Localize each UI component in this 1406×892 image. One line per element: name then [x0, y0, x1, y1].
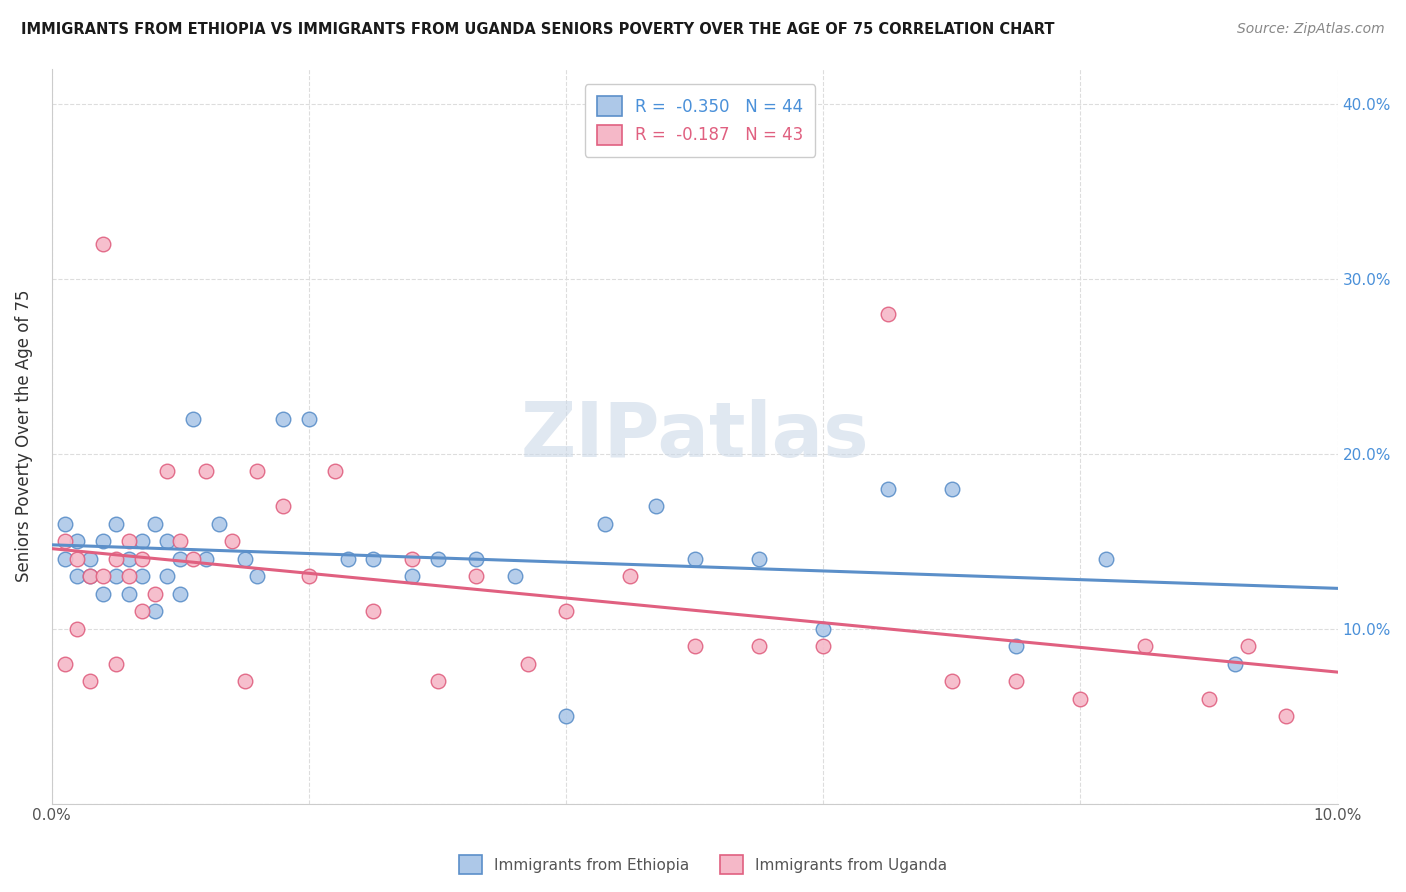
Point — [555, 709, 578, 723]
Point — [233, 674, 256, 689]
Y-axis label: Seniors Poverty Over the Age of 75: Seniors Poverty Over the Age of 75 — [15, 290, 32, 582]
Point — [1198, 691, 1220, 706]
Point — [619, 569, 641, 583]
Point — [246, 464, 269, 478]
Point — [181, 551, 204, 566]
Point — [131, 569, 153, 583]
Point — [143, 516, 166, 531]
Point — [105, 657, 128, 671]
Text: IMMIGRANTS FROM ETHIOPIA VS IMMIGRANTS FROM UGANDA SENIORS POVERTY OVER THE AGE : IMMIGRANTS FROM ETHIOPIA VS IMMIGRANTS F… — [21, 22, 1054, 37]
Point — [271, 411, 294, 425]
Point — [91, 534, 114, 549]
Point — [169, 551, 191, 566]
Point — [66, 622, 89, 636]
Point — [426, 674, 449, 689]
Point — [465, 551, 488, 566]
Point — [66, 551, 89, 566]
Point — [105, 569, 128, 583]
Point — [53, 534, 76, 549]
Point — [208, 516, 231, 531]
Point — [169, 534, 191, 549]
Point — [361, 604, 384, 618]
Point — [813, 622, 835, 636]
Point — [1133, 639, 1156, 653]
Point — [941, 482, 963, 496]
Point — [683, 639, 706, 653]
Point — [503, 569, 526, 583]
Point — [79, 569, 101, 583]
Point — [593, 516, 616, 531]
Point — [143, 586, 166, 600]
Point — [79, 569, 101, 583]
Point — [1095, 551, 1118, 566]
Point — [1069, 691, 1091, 706]
Point — [465, 569, 488, 583]
Point — [361, 551, 384, 566]
Point — [516, 657, 538, 671]
Point — [131, 551, 153, 566]
Text: Source: ZipAtlas.com: Source: ZipAtlas.com — [1237, 22, 1385, 37]
Point — [181, 411, 204, 425]
Point — [426, 551, 449, 566]
Point — [131, 534, 153, 549]
Point — [118, 569, 141, 583]
Point — [53, 657, 76, 671]
Point — [233, 551, 256, 566]
Text: ZIPatlas: ZIPatlas — [520, 399, 869, 473]
Point — [1275, 709, 1298, 723]
Point — [156, 569, 179, 583]
Point — [53, 516, 76, 531]
Point — [91, 569, 114, 583]
Point — [298, 569, 321, 583]
Point — [195, 464, 218, 478]
Point — [813, 639, 835, 653]
Legend: R =  -0.350   N = 44, R =  -0.187   N = 43: R = -0.350 N = 44, R = -0.187 N = 43 — [585, 84, 815, 156]
Point — [105, 516, 128, 531]
Point — [195, 551, 218, 566]
Point — [118, 534, 141, 549]
Point — [66, 534, 89, 549]
Point — [118, 586, 141, 600]
Point — [876, 307, 898, 321]
Point — [555, 604, 578, 618]
Point — [156, 464, 179, 478]
Legend: Immigrants from Ethiopia, Immigrants from Uganda: Immigrants from Ethiopia, Immigrants fro… — [453, 849, 953, 880]
Point — [118, 551, 141, 566]
Point — [66, 569, 89, 583]
Point — [91, 586, 114, 600]
Point — [156, 534, 179, 549]
Point — [748, 551, 770, 566]
Point — [169, 586, 191, 600]
Point — [271, 499, 294, 513]
Point — [1236, 639, 1258, 653]
Point — [876, 482, 898, 496]
Point — [401, 551, 423, 566]
Point — [683, 551, 706, 566]
Point — [246, 569, 269, 583]
Point — [1223, 657, 1246, 671]
Point — [941, 674, 963, 689]
Point — [79, 674, 101, 689]
Point — [298, 411, 321, 425]
Point — [143, 604, 166, 618]
Point — [221, 534, 243, 549]
Point — [79, 551, 101, 566]
Point — [1005, 639, 1028, 653]
Point — [91, 236, 114, 251]
Point — [53, 551, 76, 566]
Point — [645, 499, 668, 513]
Point — [336, 551, 359, 566]
Point — [1005, 674, 1028, 689]
Point — [748, 639, 770, 653]
Point — [401, 569, 423, 583]
Point — [105, 551, 128, 566]
Point — [323, 464, 346, 478]
Point — [131, 604, 153, 618]
